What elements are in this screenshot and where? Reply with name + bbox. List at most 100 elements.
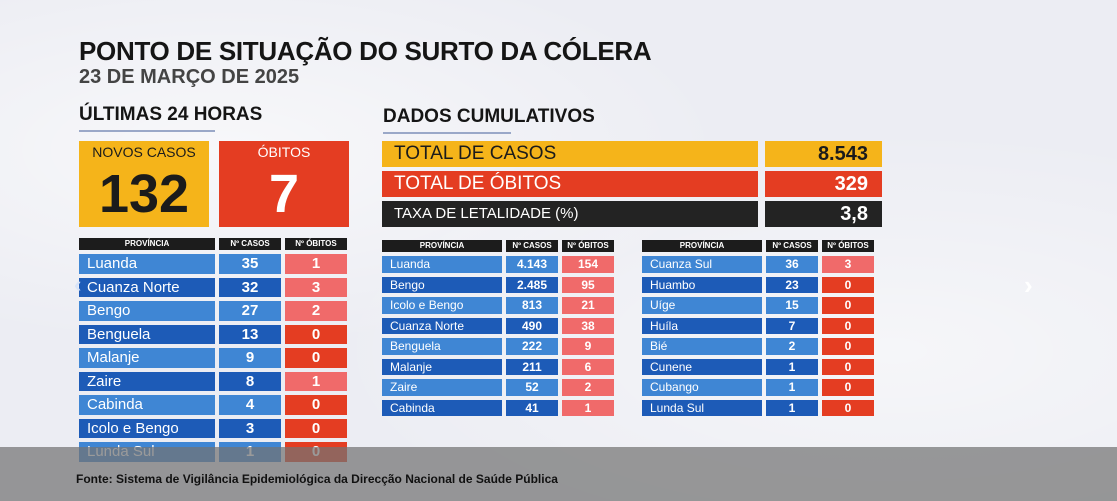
cumulative-underline [383, 132, 511, 134]
fatality-rate-value: 3,8 [765, 201, 882, 227]
table-row-deaths: 95 [562, 276, 614, 293]
new-cases-value: 132 [98, 164, 190, 224]
table-row-province: Cuanza Sul [642, 256, 762, 273]
table-row-cases: 490 [506, 317, 558, 334]
last24-table: PROVÍNCIA Nº CASOS Nº ÓBITOS Luanda 35 1 Cuanz… [79, 238, 349, 462]
table-row-cases: 1 [766, 358, 818, 375]
table-header: PROVÍNCIA [642, 240, 762, 252]
table-row-deaths: 0 [285, 348, 347, 368]
cumulative-table-right: PROVÍNCIA Nº CASOS Nº ÓBITOS Cuanza Sul 36 3 H… [642, 240, 882, 420]
table-row-deaths: 154 [562, 256, 614, 273]
footer-bar: Fonte: Sistema de Vigilância Epidemiológ… [0, 447, 1117, 501]
table-row-deaths: 0 [822, 379, 874, 396]
table-row-province: Luanda [382, 256, 502, 273]
table-row-province: Luanda [79, 254, 215, 274]
table-row-province: Huíla [642, 317, 762, 334]
table-row-cases: 15 [766, 297, 818, 314]
cumulative-heading-text: DADOS CUMULATIVOS [383, 106, 595, 127]
table-row-province: Cabinda [79, 395, 215, 415]
source-text: Fonte: Sistema de Vigilância Epidemiológ… [76, 472, 558, 486]
chevron-right-icon[interactable]: › [1024, 270, 1033, 300]
table-row-deaths: 0 [285, 395, 347, 415]
table-row-province: Uíge [642, 297, 762, 314]
new-cases-box: NOVOS CASOS 132 [79, 141, 209, 227]
table-row-deaths: 3 [822, 256, 874, 273]
table-row-cases: 211 [506, 358, 558, 375]
table-row-province: Icolo e Bengo [79, 418, 215, 438]
deaths-value: 7 [268, 164, 300, 224]
table-row-province: Malanje [79, 348, 215, 368]
last24-underline [79, 130, 215, 132]
table-row-cases: 32 [219, 277, 281, 297]
table-row-province: Lunda Sul [642, 399, 762, 416]
table-row-deaths: 0 [285, 418, 347, 438]
table-row-cases: 2.485 [506, 276, 558, 293]
table-header: Nº ÓBITOS [285, 238, 347, 250]
table-row-deaths: 2 [285, 301, 347, 321]
table-row-province: Benguela [382, 338, 502, 355]
table-row-cases: 4.143 [506, 256, 558, 273]
page-date: 23 DE MARÇO DE 2025 [79, 66, 300, 88]
table-header: Nº ÓBITOS [562, 240, 614, 252]
table-row-deaths: 0 [822, 399, 874, 416]
table-row-deaths: 38 [562, 317, 614, 334]
table-row-province: Cuanza Norte [79, 277, 215, 297]
total-cases-value: 8.543 [765, 141, 882, 167]
table-row-cases: 2 [766, 338, 818, 355]
table-row-deaths: 2 [562, 379, 614, 396]
table-row-deaths: 3 [285, 277, 347, 297]
table-row-cases: 4 [219, 395, 281, 415]
table-row-deaths: 1 [285, 254, 347, 274]
table-row-cases: 813 [506, 297, 558, 314]
table-row-province: Malanje [382, 358, 502, 375]
table-row-province: Cubango [642, 379, 762, 396]
table-row-deaths: 1 [285, 371, 347, 391]
table-row-province: Cabinda [382, 399, 502, 416]
table-row-cases: 27 [219, 301, 281, 321]
table-row-province: Bengo [79, 301, 215, 321]
table-row-deaths: 0 [822, 297, 874, 314]
table-header: Nº CASOS [506, 240, 558, 252]
table-row-province: Benguela [79, 324, 215, 344]
table-row-province: Icolo e Bengo [382, 297, 502, 314]
table-header: Nº CASOS [219, 238, 281, 250]
last24-heading: ÚLTIMAS 24 HORAS [79, 104, 263, 132]
new-cases-label: NOVOS CASOS [92, 144, 196, 160]
table-header: Nº CASOS [766, 240, 818, 252]
table-row-deaths: 1 [562, 399, 614, 416]
table-row-province: Zaire [79, 371, 215, 391]
table-header: PROVÍNCIA [79, 238, 215, 250]
table-row-cases: 35 [219, 254, 281, 274]
table-row-province: Zaire [382, 379, 502, 396]
deaths-label: ÓBITOS [257, 144, 311, 160]
table-row-cases: 3 [219, 418, 281, 438]
table-row-province: Cuanza Norte [382, 317, 502, 334]
chevron-left-icon[interactable]: ‹ [74, 272, 82, 297]
table-row-cases: 1 [766, 379, 818, 396]
table-row-cases: 13 [219, 324, 281, 344]
table-row-cases: 36 [766, 256, 818, 273]
table-row-deaths: 0 [822, 358, 874, 375]
fatality-rate-label: TAXA DE LETALIDADE (%) [382, 201, 758, 227]
cumulative-heading: DADOS CUMULATIVOS [383, 106, 595, 134]
total-deaths-value: 329 [765, 171, 882, 197]
deaths-box: ÓBITOS 7 [219, 141, 349, 227]
page-title: PONTO DE SITUAÇÃO DO SURTO DA CÓLERA [79, 36, 652, 66]
last24-heading-text: ÚLTIMAS 24 HORAS [79, 104, 263, 125]
table-row-deaths: 0 [822, 317, 874, 334]
table-row-cases: 7 [766, 317, 818, 334]
table-row-cases: 41 [506, 399, 558, 416]
table-row-province: Bengo [382, 276, 502, 293]
total-deaths-label: TOTAL DE ÓBITOS [382, 171, 758, 197]
table-row-deaths: 21 [562, 297, 614, 314]
table-row-cases: 222 [506, 338, 558, 355]
table-row-cases: 9 [219, 348, 281, 368]
table-row-deaths: 6 [562, 358, 614, 375]
table-row-cases: 1 [766, 399, 818, 416]
table-row-province: Huambo [642, 276, 762, 293]
table-row-deaths: 0 [285, 324, 347, 344]
total-cases-label: TOTAL DE CASOS [382, 141, 758, 167]
table-header: PROVÍNCIA [382, 240, 502, 252]
table-row-deaths: 0 [822, 276, 874, 293]
table-row-cases: 8 [219, 371, 281, 391]
